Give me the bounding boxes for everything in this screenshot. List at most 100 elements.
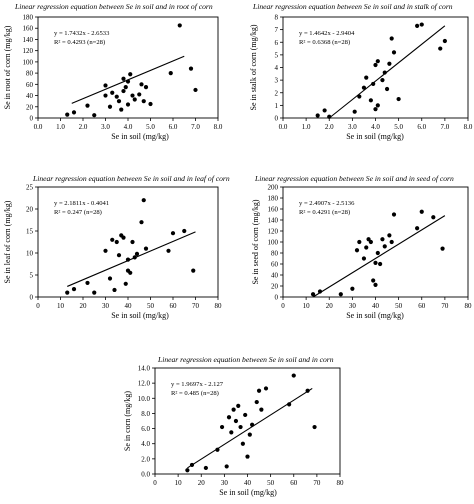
regression-r2: R² = 0.247 (n=28) (54, 209, 102, 216)
data-point (182, 228, 187, 234)
x-tick-label: 5.0 (146, 123, 155, 131)
data-point (128, 72, 133, 77)
data-point (431, 215, 436, 220)
x-tick-label: 8.0 (214, 123, 223, 131)
data-point (389, 36, 394, 41)
y-tick-label: 8 (275, 14, 279, 22)
y-axis-label: Se in seed of corn (mg/kg) (251, 199, 260, 284)
x-axis-label: Se in soil (mg/kg) (111, 132, 169, 141)
data-point (148, 101, 153, 107)
y-axis-label: Se in stalk of corn (mg/kg) (249, 24, 258, 110)
x-tick-label: 50 (395, 302, 403, 310)
x-tick-label: 40 (125, 302, 133, 310)
x-axis-label: Se in soil (mg/kg) (219, 488, 277, 497)
y-tick-label: 10.0 (138, 395, 151, 403)
y-tick-label: 40 (26, 92, 34, 100)
regression-line (312, 215, 446, 298)
chart-panel-3: Linear regression equation between Se in… (3, 174, 230, 320)
data-point (224, 464, 229, 469)
data-point (233, 418, 239, 424)
x-tick-label: 0 (153, 479, 157, 487)
regression-equation: y = 1.9697x - 2.127 (171, 381, 224, 388)
data-point (312, 424, 317, 430)
x-tick-label: 80 (465, 302, 473, 310)
data-point (361, 256, 367, 261)
data-point (315, 113, 320, 118)
x-tick-label: 20 (80, 302, 88, 310)
data-point (103, 248, 108, 253)
data-point (123, 85, 128, 90)
y-tick-label: 6 (275, 39, 279, 47)
data-point (119, 107, 124, 112)
data-point (442, 38, 447, 44)
data-point (259, 407, 264, 412)
x-tick-label: 60 (290, 479, 298, 487)
x-tick-label: 30 (221, 479, 229, 487)
data-point (121, 76, 126, 81)
regression-r2: R² = 0.4293 (n=28) (54, 39, 105, 46)
data-point (143, 85, 149, 90)
data-point (166, 248, 171, 253)
y-tick-label: 5 (275, 51, 279, 59)
x-tick-label: 6.0 (417, 123, 426, 131)
data-point (364, 75, 369, 80)
data-point (65, 290, 70, 295)
x-tick-label: 30 (349, 302, 357, 310)
y-tick-label: 0 (30, 115, 34, 123)
data-point (352, 109, 357, 114)
y-tick-label: 14.0 (138, 365, 151, 373)
data-point (177, 23, 182, 28)
y-tick-label: 4.0 (141, 440, 150, 448)
data-point (322, 108, 327, 113)
data-point (191, 268, 196, 273)
data-point (415, 226, 420, 231)
data-point (327, 114, 332, 119)
data-point (110, 90, 115, 95)
data-point (236, 403, 241, 408)
y-tick-label: 100 (23, 58, 34, 66)
data-point (375, 250, 380, 256)
y-tick-label: 160 (268, 206, 279, 214)
data-point (419, 209, 424, 214)
data-point (125, 79, 131, 84)
x-tick-label: 8.0 (464, 123, 473, 131)
data-point (361, 85, 367, 90)
data-point (368, 239, 373, 245)
data-point (384, 86, 390, 92)
data-point (103, 83, 108, 88)
data-point (375, 103, 380, 108)
data-point (231, 407, 236, 412)
x-tick-label: 70 (313, 479, 321, 487)
y-tick-label: 10 (26, 250, 34, 258)
data-point (350, 286, 355, 291)
regression-equation: y = 1.4642x - 2.9404 (299, 30, 355, 37)
data-point (130, 239, 135, 245)
y-tick-label: 0 (275, 115, 279, 123)
data-point (168, 71, 173, 76)
data-point (357, 94, 362, 99)
data-point (391, 212, 397, 217)
data-point (263, 386, 269, 391)
x-axis-label: Se in soil (mg/kg) (346, 311, 404, 320)
data-point (256, 388, 262, 393)
data-point (373, 62, 378, 68)
data-point (387, 233, 392, 238)
data-point (254, 399, 259, 405)
x-tick-label: 20 (198, 479, 206, 487)
data-point (107, 276, 113, 281)
y-tick-label: 200 (268, 184, 279, 192)
y-tick-label: 120 (23, 47, 34, 55)
x-tick-label: 60 (418, 302, 426, 310)
data-point (364, 245, 369, 250)
data-point (310, 292, 316, 297)
data-point (128, 270, 133, 275)
regression-line (67, 231, 196, 287)
data-point (368, 98, 373, 103)
data-point (121, 88, 126, 94)
x-tick-label: 0 (36, 302, 40, 310)
data-point (366, 237, 371, 242)
y-tick-label: 7 (275, 26, 279, 34)
data-point (114, 94, 119, 99)
data-point (240, 441, 245, 446)
